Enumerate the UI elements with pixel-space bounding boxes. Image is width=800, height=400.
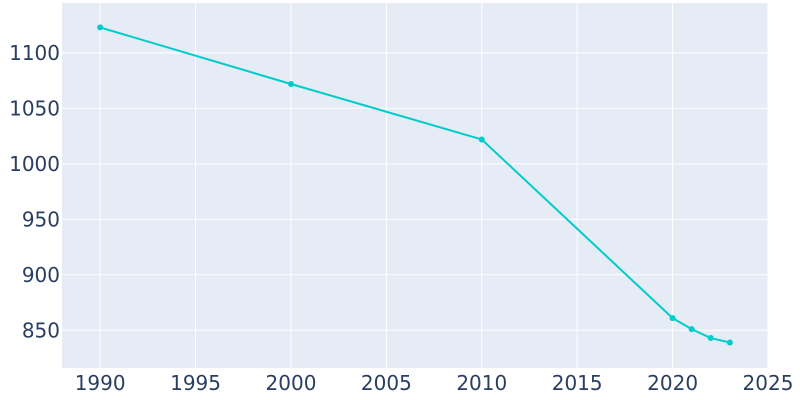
x-tick-label: 2015 xyxy=(552,371,603,395)
x-tick-label: 2005 xyxy=(361,371,412,395)
x-gridlines xyxy=(99,3,769,368)
y-tick-label: 900 xyxy=(22,263,60,287)
x-tick-label: 2020 xyxy=(647,371,698,395)
x-tick-label: 1990 xyxy=(75,371,126,395)
data-point xyxy=(669,315,676,322)
data-point xyxy=(478,136,485,143)
x-tick-label: 2000 xyxy=(266,371,317,395)
y-gridlines xyxy=(62,52,768,331)
y-tick-label: 850 xyxy=(22,318,60,342)
x-tick-label: 1995 xyxy=(170,371,221,395)
data-points xyxy=(97,24,733,346)
x-tick-label: 2025 xyxy=(743,371,794,395)
data-point xyxy=(707,335,714,342)
x-axis-tick-labels: 1990 1995 2000 2005 2010 2015 2020 2025 xyxy=(75,371,794,395)
y-tick-label: 1100 xyxy=(9,41,60,65)
y-tick-label: 950 xyxy=(22,207,60,231)
x-tick-label: 2010 xyxy=(456,371,507,395)
data-point xyxy=(688,326,695,333)
plot-area xyxy=(62,3,768,368)
data-point xyxy=(726,339,733,346)
y-axis-tick-labels: 850 900 950 1000 1050 1100 xyxy=(9,41,60,342)
data-point xyxy=(287,80,294,87)
y-tick-label: 1050 xyxy=(9,96,60,120)
data-point xyxy=(97,24,104,31)
y-tick-label: 1000 xyxy=(9,152,60,176)
